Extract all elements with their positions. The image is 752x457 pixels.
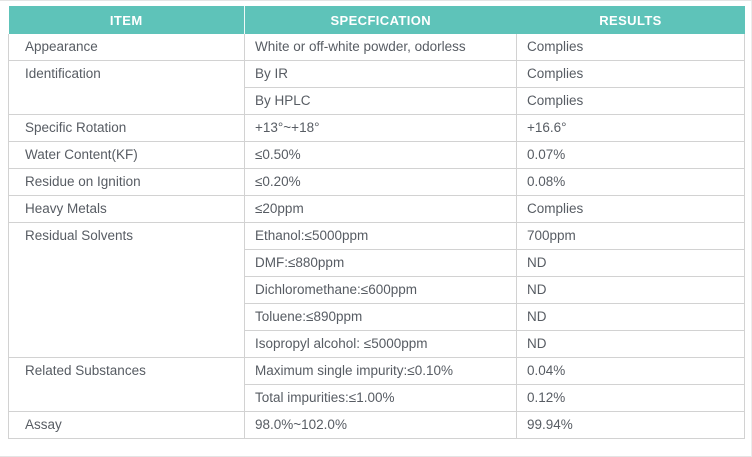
result-cell: 0.08%: [516, 168, 745, 196]
result-cell: ND: [516, 249, 745, 277]
result-cell: Complies: [516, 60, 745, 88]
table-body: Appearance White or off-white powder, od…: [8, 34, 745, 439]
item-cell: Water Content(KF): [8, 141, 245, 169]
table-row: Appearance White or off-white powder, od…: [8, 34, 745, 61]
spec-cell: ≤0.50%: [244, 141, 517, 169]
item-cell: Assay: [8, 411, 245, 439]
spec-cell: Ethanol:≤5000ppm: [244, 222, 517, 250]
result-cell: +16.6°: [516, 114, 745, 142]
spec-cell: Toluene:≤890ppm: [244, 303, 517, 331]
column-header-results: RESULTS: [516, 6, 745, 34]
column-header-item: ITEM: [8, 6, 245, 34]
item-cell: Heavy Metals: [8, 195, 245, 223]
result-cell: 0.04%: [516, 357, 745, 385]
table-row: Isopropyl alcohol: ≤5000ppm ND: [9, 330, 745, 358]
table-header: ITEM SPECFICATION RESULTS: [8, 6, 745, 34]
table-row: By HPLC Complies: [9, 87, 745, 115]
item-cell: Specific Rotation: [8, 114, 245, 142]
table-row: Toluene:≤890ppm ND: [9, 303, 745, 331]
spec-cell: +13°~+18°: [244, 114, 517, 142]
table-row: Dichloromethane:≤600ppm ND: [9, 276, 745, 304]
header-row: ITEM SPECFICATION RESULTS: [8, 6, 745, 34]
item-cell: Residual Solvents: [8, 222, 245, 358]
table-row: Related Substances Maximum single impuri…: [8, 357, 745, 412]
table-row: Heavy Metals ≤20ppm Complies: [8, 195, 745, 223]
spec-cell: Dichloromethane:≤600ppm: [244, 276, 517, 304]
table-row: Assay 98.0%~102.0% 99.94%: [8, 411, 745, 439]
table-row: Total impurities:≤1.00% 0.12%: [9, 384, 745, 412]
result-cell: Complies: [516, 87, 745, 115]
result-cell: 0.07%: [516, 141, 745, 169]
spec-cell: ≤0.20%: [244, 168, 517, 196]
spec-cell: Total impurities:≤1.00%: [244, 384, 517, 412]
table-row: Residue on Ignition ≤0.20% 0.08%: [8, 168, 745, 196]
result-cell: Complies: [516, 34, 745, 61]
table-row: Identification By IR Complies: [8, 60, 745, 115]
result-cell: Complies: [516, 195, 745, 223]
column-header-specification: SPECFICATION: [244, 6, 517, 34]
table-row: Residual Solvents Ethanol:≤5000ppm 700pp…: [8, 222, 745, 358]
item-cell: Related Substances: [8, 357, 245, 412]
spec-cell: By IR: [244, 60, 517, 88]
result-cell: ND: [516, 276, 745, 304]
spec-cell: Isopropyl alcohol: ≤5000ppm: [244, 330, 517, 358]
spec-cell: DMF:≤880ppm: [244, 249, 517, 277]
spec-cell: Maximum single impurity:≤0.10%: [244, 357, 517, 385]
item-cell: Identification: [8, 60, 245, 115]
result-cell: 0.12%: [516, 384, 745, 412]
spec-cell: 98.0%~102.0%: [244, 411, 517, 439]
specification-table: ITEM SPECFICATION RESULTS Appearance Whi…: [8, 6, 745, 439]
table-row: Water Content(KF) ≤0.50% 0.07%: [8, 141, 745, 169]
item-cell: Residue on Ignition: [8, 168, 245, 196]
spec-cell: By HPLC: [244, 87, 517, 115]
result-cell: ND: [516, 303, 745, 331]
table-row: Specific Rotation +13°~+18° +16.6°: [8, 114, 745, 142]
item-cell: Appearance: [8, 34, 245, 61]
spec-cell: ≤20ppm: [244, 195, 517, 223]
result-cell: 700ppm: [516, 222, 745, 250]
spec-cell: White or off-white powder, odorless: [244, 34, 517, 61]
result-cell: 99.94%: [516, 411, 745, 439]
result-cell: ND: [516, 330, 745, 358]
